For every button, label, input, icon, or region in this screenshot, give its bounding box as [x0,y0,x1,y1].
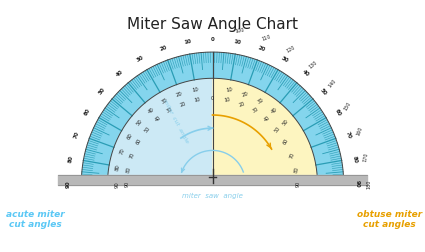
Text: 30: 30 [256,97,264,105]
Text: 80: 80 [293,165,300,172]
Text: 70: 70 [289,151,296,158]
Text: 20: 20 [258,45,266,52]
Text: 150: 150 [343,101,352,111]
Wedge shape [81,53,344,183]
Text: 90: 90 [125,180,130,186]
Text: 60: 60 [283,137,290,145]
Text: 140: 140 [327,78,337,89]
Text: 30: 30 [251,106,259,114]
Text: 60: 60 [83,107,92,116]
Text: 50: 50 [143,125,151,133]
Text: 10: 10 [225,86,233,92]
Text: 30: 30 [166,106,174,114]
Text: 120: 120 [285,44,296,53]
Text: 60: 60 [333,107,342,116]
Text: 30: 30 [136,55,145,63]
Text: 90: 90 [295,180,300,186]
Text: 40: 40 [115,69,124,78]
Text: 40: 40 [301,69,310,78]
Text: acute miter
cut angles: acute miter cut angles [6,209,65,228]
Text: 70: 70 [344,130,352,139]
Text: obtuse miter
cut angles: obtuse miter cut angles [357,209,422,228]
Text: 50: 50 [319,87,327,96]
Text: 40: 40 [270,106,278,114]
Text: 90: 90 [114,180,119,187]
Text: 20: 20 [159,45,167,52]
Text: miter  cut  angle: miter cut angle [162,98,190,143]
Text: 70: 70 [129,151,136,158]
Text: 20: 20 [238,100,246,107]
Text: 80: 80 [125,165,132,172]
Text: Miter Saw Angle Chart: Miter Saw Angle Chart [127,17,298,32]
Text: 50: 50 [274,125,282,133]
Wedge shape [108,79,212,183]
Text: 90: 90 [66,180,71,187]
Text: 60: 60 [126,132,133,140]
Text: 160: 160 [355,125,363,136]
Text: 30: 30 [280,55,289,63]
Text: 180: 180 [366,179,371,188]
Text: 10: 10 [183,39,192,45]
Text: 80: 80 [115,163,121,171]
Text: 100: 100 [235,27,245,34]
Text: 0: 0 [211,96,214,101]
Text: 10: 10 [192,86,200,92]
Wedge shape [212,79,317,183]
Text: 80: 80 [67,154,74,163]
Text: 130: 130 [308,59,318,69]
Text: 40: 40 [147,106,155,114]
Text: 50: 50 [282,118,290,126]
Text: 10: 10 [224,97,231,103]
Text: 70: 70 [73,130,81,139]
Text: 50: 50 [98,87,106,96]
Text: 80: 80 [351,154,358,163]
Text: 40: 40 [154,114,162,122]
Text: miter  saw  angle: miter saw angle [182,192,243,198]
Text: 50: 50 [135,118,143,126]
Text: 10: 10 [233,39,242,45]
Text: 110: 110 [261,34,271,41]
Text: 20: 20 [241,90,249,97]
Text: 170: 170 [363,151,369,162]
Text: 20: 20 [176,90,184,97]
Text: 60: 60 [135,137,142,145]
Text: 20: 20 [179,100,187,107]
Text: 90: 90 [354,180,359,187]
Text: 0: 0 [211,37,214,42]
Text: 30: 30 [161,97,169,105]
Text: 40: 40 [264,114,271,122]
Text: 10: 10 [194,97,201,103]
Text: 70: 70 [119,147,126,155]
